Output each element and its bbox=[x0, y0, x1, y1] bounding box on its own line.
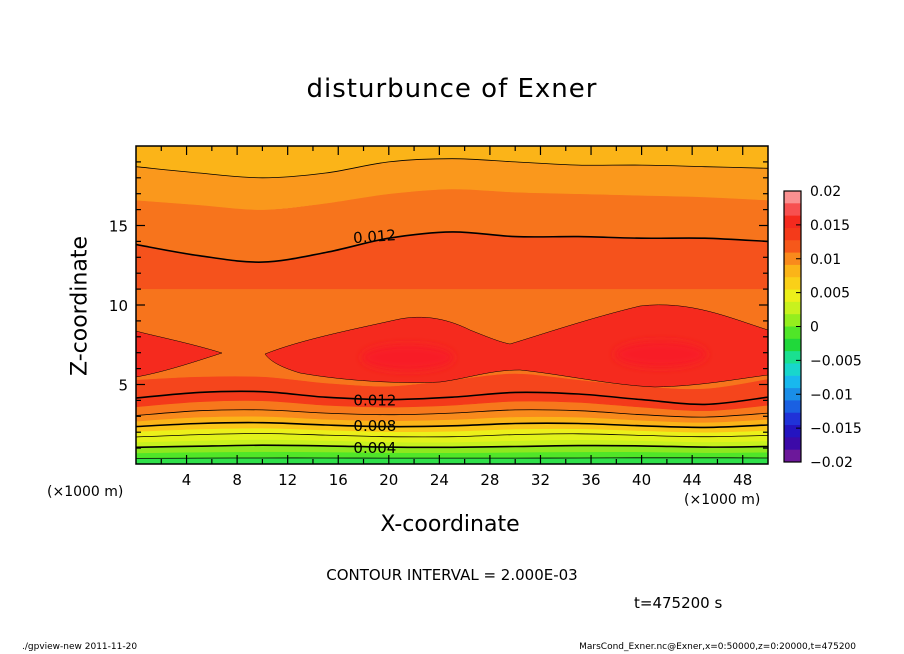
y-tick-label: 15 bbox=[109, 218, 128, 236]
x-tick-label: 8 bbox=[232, 471, 242, 489]
colorbar-swatch bbox=[784, 449, 801, 463]
colorbar-swatch bbox=[784, 227, 801, 241]
colorbar-swatch bbox=[784, 375, 801, 389]
contour-line bbox=[136, 231, 768, 263]
maximum-region bbox=[614, 341, 707, 368]
x-tick-label: 40 bbox=[632, 471, 651, 489]
colorbar-swatch bbox=[784, 338, 801, 352]
contour-band bbox=[136, 231, 768, 290]
contour-band bbox=[136, 457, 768, 464]
x-axis-label: X-coordinate bbox=[380, 512, 520, 537]
y-tick-label: 5 bbox=[118, 377, 128, 395]
x-tick-label: 32 bbox=[531, 471, 550, 489]
contour-line bbox=[136, 409, 768, 418]
colorbar-tick-label: −0.015 bbox=[810, 421, 862, 437]
contour-line bbox=[136, 444, 768, 449]
colorbar-swatch bbox=[784, 203, 801, 217]
x-tick-label: 24 bbox=[430, 471, 449, 489]
x-unit-label-right: (×1000 m) bbox=[684, 492, 761, 508]
colorbar-swatch bbox=[784, 215, 801, 229]
x-tick-label: 48 bbox=[733, 471, 752, 489]
contour-label: 0.004 bbox=[353, 439, 396, 457]
contour-labels: 0.012 0.012 0.008 0.004 bbox=[352, 226, 396, 457]
contour-label: 0.012 bbox=[353, 391, 396, 409]
contour-label: 0.012 bbox=[352, 226, 396, 247]
colorbar-tick-label: 0 bbox=[810, 320, 819, 336]
contour-line bbox=[136, 457, 768, 459]
colorbar-tick-label: 0.02 bbox=[810, 184, 841, 200]
colorbar-swatch bbox=[784, 437, 801, 451]
colorbar-tick-label: 0.005 bbox=[810, 286, 850, 302]
contour-label: 0.008 bbox=[353, 417, 396, 435]
colorbar-swatch bbox=[784, 326, 801, 340]
colorbar-tick-label: −0.01 bbox=[810, 387, 853, 403]
colorbar-swatch bbox=[784, 289, 801, 303]
y-tick-label: 10 bbox=[109, 297, 128, 315]
maximum-region bbox=[361, 344, 454, 371]
x-tick-label: 44 bbox=[683, 471, 702, 489]
colorbar-swatch bbox=[784, 425, 801, 438]
contour-lines bbox=[136, 158, 768, 459]
x-tick-label: 12 bbox=[278, 471, 297, 489]
colorbar-tick-label: 0.01 bbox=[810, 252, 841, 268]
colorbar-swatch bbox=[784, 363, 801, 377]
colorbar-swatch bbox=[784, 351, 801, 364]
time-label: t=475200 s bbox=[634, 594, 723, 612]
colorbar-swatch bbox=[784, 314, 801, 327]
colorbar-swatch bbox=[784, 191, 801, 204]
colorbar-swatch bbox=[784, 400, 801, 414]
footer-file-info: MarsCond_Exner.nc@Exner,x=0:50000,z=0:20… bbox=[579, 642, 856, 652]
colorbar-swatch bbox=[784, 252, 801, 266]
contour-line bbox=[136, 158, 768, 179]
x-tick-label: 4 bbox=[182, 471, 192, 489]
chart-title: disturbunce of Exner bbox=[306, 74, 598, 104]
plot-area bbox=[136, 146, 768, 464]
contour-interval-label: CONTOUR INTERVAL = 2.000E-03 bbox=[326, 566, 578, 584]
x-tick-label: 36 bbox=[581, 471, 600, 489]
core-region bbox=[136, 330, 223, 378]
colorbar-swatch bbox=[784, 240, 801, 254]
colorbar: 0.02 0.015 0.01 0.005 0 −0.005 −0.01 −0.015 −0.0… bbox=[783, 184, 862, 471]
colorbar-swatch bbox=[784, 277, 801, 291]
contour-line bbox=[136, 433, 768, 438]
x-tick-label: 28 bbox=[480, 471, 499, 489]
colorbar-tick-label: −0.005 bbox=[810, 353, 862, 369]
colorbar-swatch bbox=[784, 301, 801, 315]
colorbar-tick-label: 0.015 bbox=[810, 218, 850, 234]
colorbar-tick-label: −0.02 bbox=[810, 455, 853, 471]
contour-line bbox=[136, 421, 768, 429]
colorbar-swatch bbox=[784, 264, 801, 278]
colorbar-swatch bbox=[784, 388, 801, 401]
x-tick-label: 16 bbox=[329, 471, 348, 489]
contour-line bbox=[136, 390, 768, 406]
colorbar-swatch bbox=[784, 412, 801, 426]
footer-program-info: ./gpview-new 2011-11-20 bbox=[22, 642, 138, 652]
x-unit-label-left: (×1000 m) bbox=[47, 484, 124, 500]
x-tick-label: 20 bbox=[379, 471, 398, 489]
